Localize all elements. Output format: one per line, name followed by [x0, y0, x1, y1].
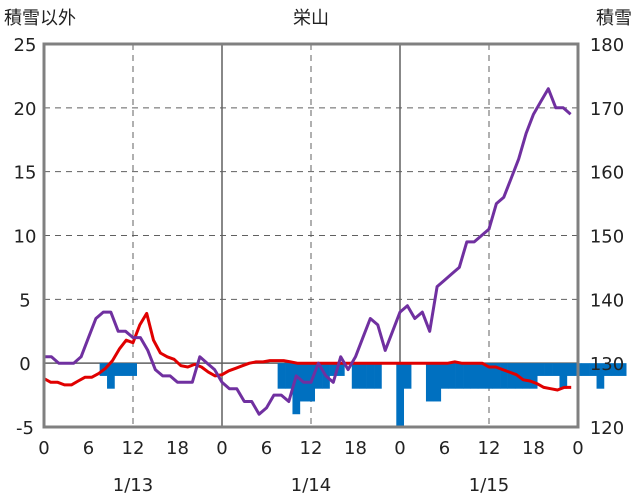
temperature-line: [43, 311, 572, 392]
left-y-ticks: 25 20 15 10 5 0 -5: [14, 35, 37, 439]
day-label: 1/13: [113, 475, 153, 496]
left-tick-label: 10: [14, 227, 37, 248]
x-tick-label: 0: [572, 438, 583, 459]
bar: [121, 363, 130, 376]
bar: [314, 363, 323, 389]
left-tick-label: 5: [19, 290, 30, 311]
bar: [374, 363, 382, 389]
left-tick-label: 0: [19, 354, 30, 375]
bar: [500, 363, 508, 389]
bar: [566, 363, 575, 376]
bar: [336, 363, 345, 376]
left-tick-label: 20: [14, 99, 37, 120]
bar: [277, 363, 286, 389]
left-tick-label: 25: [14, 35, 37, 56]
x-tick-label: 18: [166, 438, 189, 459]
bar: [581, 363, 590, 376]
bar: [559, 363, 568, 389]
bar: [603, 363, 612, 376]
bar: [552, 363, 560, 376]
bar: [107, 363, 115, 389]
bar: [492, 363, 501, 389]
x-tick-label: 18: [344, 438, 367, 459]
bar: [292, 363, 301, 415]
right-tick-label: 180: [590, 35, 624, 56]
bar: [470, 363, 479, 389]
bar: [596, 363, 605, 389]
bar: [448, 363, 456, 389]
x-tick-label: 6: [439, 438, 450, 459]
x-tick-label: 0: [216, 438, 227, 459]
bar: [285, 363, 293, 389]
x-tick-label: 6: [261, 438, 272, 459]
bar: [463, 363, 471, 389]
line-series: [43, 87, 572, 416]
x-ticks: 0 6 12 18 0 6 12 18 0 6 12 18 0: [38, 438, 583, 459]
left-tick-label: 15: [14, 163, 37, 184]
right-tick-label: 120: [590, 418, 624, 439]
x-tick-label: 12: [300, 438, 323, 459]
x-tick-label: 12: [478, 438, 501, 459]
bar: [522, 363, 531, 389]
bar: [114, 363, 123, 376]
x-tick-label: 12: [122, 438, 145, 459]
right-tick-label: 140: [590, 290, 624, 311]
bar: [440, 363, 449, 389]
bar: [589, 363, 597, 376]
chart-title: 栄山: [293, 8, 329, 29]
bar: [129, 363, 138, 376]
snow-depth-line: [44, 87, 572, 416]
bar: [455, 363, 464, 389]
left-axis-label: 積雪以外: [4, 8, 76, 29]
bar: [366, 363, 375, 389]
bar: [507, 363, 516, 389]
bar: [396, 363, 405, 427]
plot-frame: [42, 42, 580, 429]
day-labels: 1/13 1/14 1/15: [113, 475, 509, 496]
bar: [618, 363, 627, 376]
x-tick-label: 6: [83, 438, 94, 459]
bar: [537, 363, 545, 376]
bar: [529, 363, 538, 389]
right-y-ticks: 180 170 160 150 140 130 120: [590, 35, 624, 439]
bar: [359, 363, 367, 389]
x-tick-label: 0: [394, 438, 405, 459]
bar: [544, 363, 553, 376]
bar: [433, 363, 442, 402]
right-tick-label: 170: [590, 99, 624, 120]
bar: [351, 363, 360, 389]
day-label: 1/14: [291, 475, 331, 496]
bar: [485, 363, 494, 389]
bar: [477, 363, 486, 389]
right-tick-label: 130: [590, 354, 624, 375]
bar-series: [99, 363, 627, 427]
right-tick-label: 150: [590, 227, 624, 248]
left-tick-label: -5: [16, 418, 34, 439]
bar: [425, 363, 434, 402]
x-tick-label: 0: [38, 438, 49, 459]
day-label: 1/15: [469, 475, 509, 496]
right-tick-label: 160: [590, 163, 624, 184]
right-axis-label: 積雪: [596, 8, 632, 29]
bar: [329, 363, 338, 376]
bar: [611, 363, 620, 376]
bar: [403, 363, 412, 389]
x-tick-label: 18: [522, 438, 545, 459]
